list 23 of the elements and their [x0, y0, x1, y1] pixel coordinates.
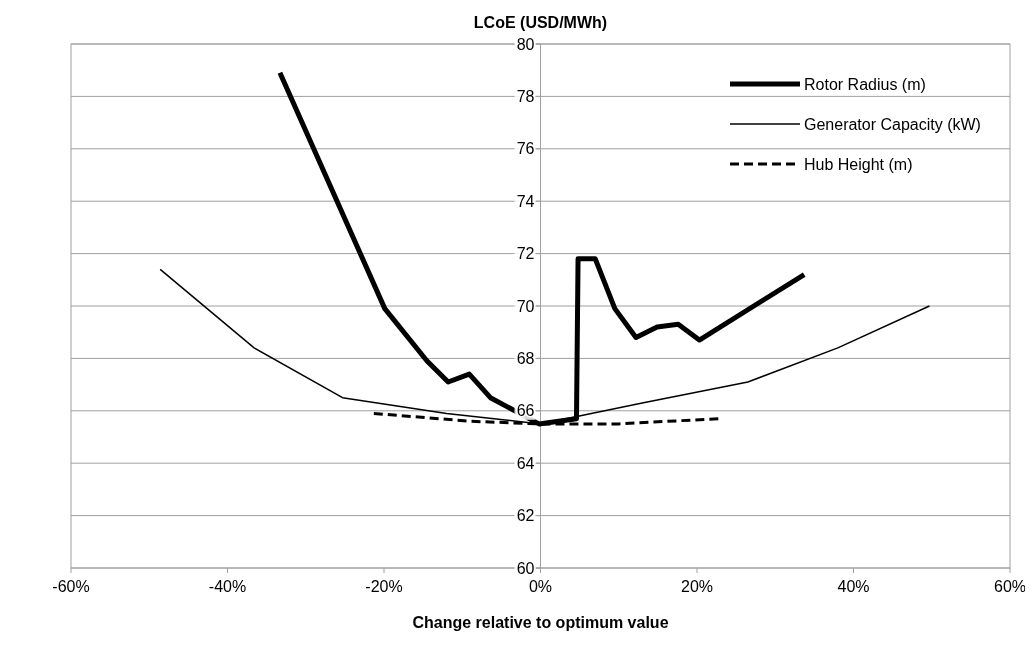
x-tick-label: 20%	[680, 578, 714, 595]
y-tick-label: 72	[516, 245, 535, 263]
y-tick-label: 76	[516, 140, 535, 158]
x-tick-label: -60%	[52, 578, 90, 595]
x-tick-label: 60%	[993, 578, 1027, 595]
chart-title: LCoE (USD/MWh)	[473, 14, 608, 31]
legend-label: Rotor Radius (m)	[804, 75, 926, 93]
y-tick-label: 66	[516, 402, 535, 420]
legend-label: Hub Height (m)	[804, 155, 913, 173]
x-axis-title: Change relative to optimum value	[412, 614, 669, 631]
legend-label: Generator Capacity (kW)	[804, 115, 981, 133]
y-tick-label: 60	[516, 559, 535, 577]
y-tick-label: 62	[516, 507, 535, 525]
x-tick-label: 0%	[528, 578, 553, 595]
y-tick-label: 68	[516, 350, 535, 367]
y-tick-label: 80	[516, 35, 535, 53]
y-tick-label: 74	[516, 192, 535, 210]
x-tick-label: 40%	[837, 578, 870, 595]
y-tick-label: 64	[516, 454, 535, 472]
y-tick-label: 78	[516, 88, 535, 105]
x-tick-label: -40%	[208, 578, 247, 595]
y-tick-label: 70	[516, 297, 535, 315]
x-tick-label: -20%	[365, 578, 403, 595]
